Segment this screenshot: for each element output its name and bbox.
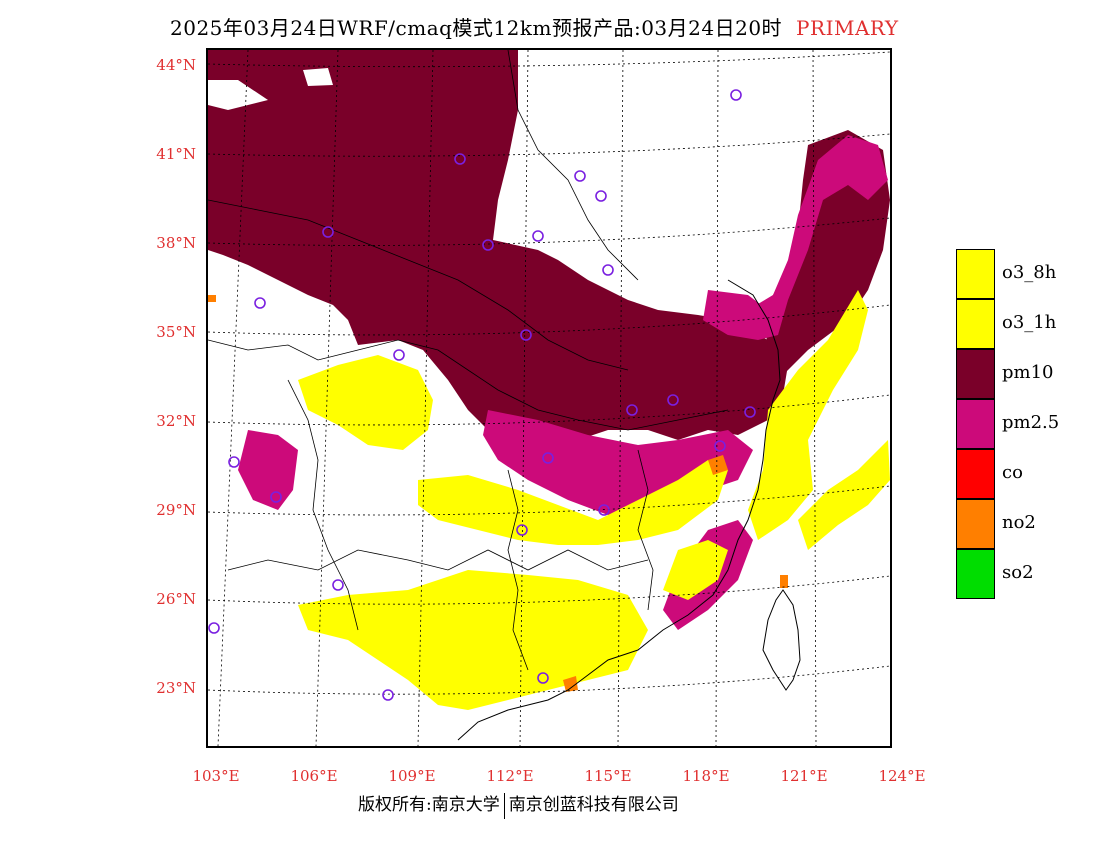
lon-label-112: 112°E [486, 767, 534, 785]
station-marker [382, 689, 394, 701]
no2-patch-4 [208, 295, 216, 302]
legend-label: so2 [1002, 562, 1034, 583]
station-marker [598, 504, 610, 516]
province-border-1 [208, 339, 729, 431]
legend-swatch [956, 399, 995, 449]
station-marker [520, 329, 532, 341]
station-marker [516, 524, 528, 536]
station-marker [626, 404, 638, 416]
lon-label-118: 118°E [682, 767, 730, 785]
legend-swatch [956, 449, 995, 499]
pollutant-mode-label: PRIMARY [796, 16, 899, 40]
o3-region-sichuan [298, 355, 433, 450]
legend-swatch [956, 499, 995, 549]
lon-label-115: 115°E [584, 767, 632, 785]
station-marker [270, 491, 282, 503]
province-border-5 [287, 379, 359, 631]
station-marker [602, 264, 614, 276]
legend-label: pm2.5 [1002, 412, 1060, 433]
station-marker [667, 394, 679, 406]
station-marker [228, 456, 240, 468]
o3-region-sea [798, 440, 890, 550]
map-title: 2025年03月24日WRF/cmaq模式12km预报产品:03月24日20时 P… [170, 12, 899, 41]
station-marker [322, 226, 334, 238]
lon-label-109: 109°E [388, 767, 436, 785]
map-canvas [208, 50, 890, 746]
pm10-gap-n [303, 68, 333, 86]
pm25-region-bohai [703, 290, 768, 335]
lat-label-29: 29°N [156, 501, 196, 519]
province-border-6 [507, 469, 529, 671]
pm10-gap-nw [208, 80, 268, 110]
lat-label-44: 44°N [156, 56, 196, 74]
lon-label-121: 121°E [780, 767, 828, 785]
lat-label-35: 35°N [156, 323, 196, 341]
pm25-region-west [238, 430, 298, 510]
station-marker [454, 153, 466, 165]
legend-swatch [956, 299, 995, 349]
station-marker [532, 230, 544, 242]
o3-region-central [418, 460, 728, 545]
copyright-owner: 版权所有:南京大学 [358, 795, 500, 815]
station-marker [595, 190, 607, 202]
no2-patch-1 [708, 455, 728, 475]
o3-region-southwest [298, 570, 648, 710]
legend-swatch [956, 249, 995, 299]
legend-label: o3_1h [1002, 312, 1057, 333]
lat-label-32: 32°N [156, 412, 196, 430]
station-marker [332, 579, 344, 591]
pm10-region [208, 50, 788, 450]
station-marker [393, 349, 405, 361]
no2-patch-2 [563, 676, 578, 692]
legend-label: co [1002, 462, 1023, 483]
station-marker [254, 297, 266, 309]
station-marker [542, 452, 554, 464]
legend-swatch [956, 549, 995, 599]
lat-label-26: 26°N [156, 590, 196, 608]
province-border-3 [507, 50, 639, 281]
pm25-region-east [703, 135, 888, 340]
station-markers [208, 89, 756, 701]
coastline [457, 279, 781, 741]
station-marker [714, 440, 726, 452]
legend-swatch [956, 349, 995, 399]
taiwan-outline [762, 589, 801, 691]
station-marker [730, 89, 742, 101]
station-marker [574, 170, 586, 182]
title-text: 2025年03月24日WRF/cmaq模式12km预报产品:03月24日20时 [170, 16, 783, 40]
copyright-company: 南京创蓝科技有限公司 [508, 795, 679, 815]
o3-region-east-coast [748, 290, 868, 540]
lat-label-38: 38°N [156, 234, 196, 252]
no2-patch-3 [780, 575, 788, 588]
lat-label-41: 41°N [156, 145, 196, 163]
province-border-4 [208, 199, 629, 371]
lon-label-124: 124°E [878, 767, 926, 785]
footer-divider [503, 792, 505, 819]
station-marker [482, 239, 494, 251]
province-border-2 [227, 549, 649, 571]
lon-label-103: 103°E [192, 767, 240, 785]
lat-label-23: 23°N [156, 679, 196, 697]
legend-label: pm10 [1002, 362, 1054, 383]
longitude-gridlines [217, 50, 817, 746]
province-border-7 [637, 449, 654, 611]
station-marker [537, 672, 549, 684]
o3-region-fujian [663, 540, 728, 600]
copyright-footer: 版权所有:南京大学 南京创蓝科技有限公司 [358, 790, 679, 819]
legend-label: o3_8h [1002, 262, 1057, 283]
forecast-map [206, 48, 892, 748]
station-marker [744, 406, 756, 418]
legend-label: no2 [1002, 512, 1036, 533]
lon-label-106: 106°E [290, 767, 338, 785]
station-marker [208, 622, 220, 634]
